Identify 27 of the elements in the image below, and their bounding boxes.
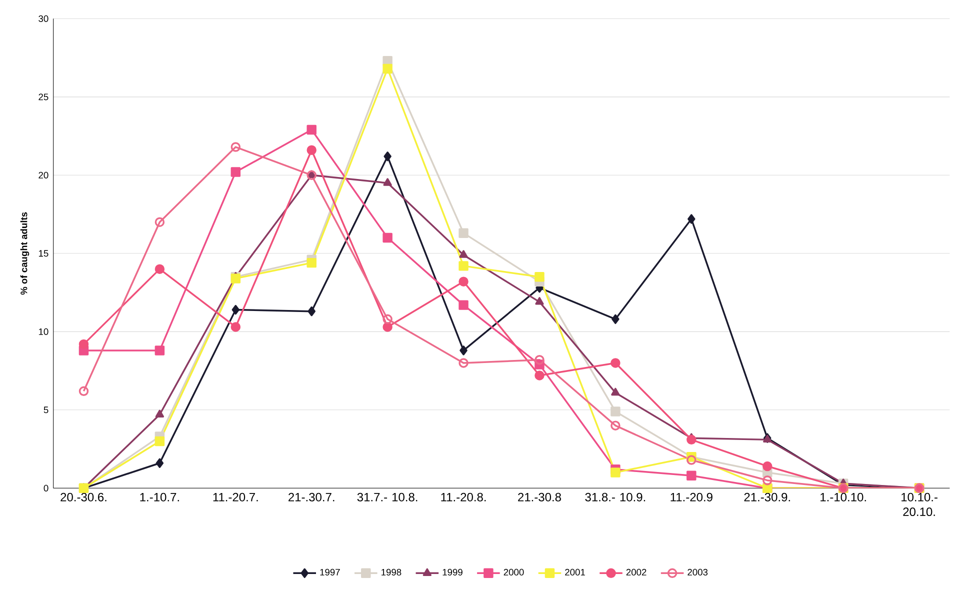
y-tick-label: 0: [44, 484, 48, 492]
x-tick-label: 1.-10.7.: [140, 492, 179, 502]
x-tick-label: 21-.30.7.: [288, 492, 334, 502]
legend-label: 2002: [626, 568, 646, 576]
x-tick-label: 21.-30.8: [518, 492, 561, 502]
y-axis-title: % of caught adults: [20, 212, 30, 295]
x-tick-label: 1.-10.10.: [820, 492, 866, 502]
legend-label: 2003: [688, 568, 708, 576]
y-tick-label: 25: [38, 94, 48, 100]
legend-label: 1997: [320, 568, 340, 576]
y-tick-label: 30: [38, 15, 48, 22]
y-tick-label: 20: [38, 172, 48, 178]
legend-label: 2000: [504, 568, 524, 576]
x-tick-label: 21.-30.9.: [744, 492, 790, 502]
legend-label: 1998: [382, 568, 402, 576]
y-tick-label: 10: [38, 328, 48, 335]
x-tick-label: 10.10.- 20.10.: [902, 492, 938, 516]
legend-label: 1999: [442, 568, 462, 576]
y-tick-label: 5: [44, 406, 48, 414]
x-tick-label: 11.-20.7.: [213, 492, 258, 502]
x-tick-label: 31.7.- 10.8.: [357, 492, 418, 502]
x-tick-label: 11.-20.9: [670, 492, 712, 502]
x-tick-label: 31.8.- 10.9.: [585, 492, 646, 502]
y-tick-label: 15: [38, 250, 48, 257]
legend-label: 2001: [565, 568, 585, 576]
x-tick-label: 11.-20.8.: [441, 492, 486, 502]
x-tick-label: 20.-30.6.: [60, 492, 106, 502]
